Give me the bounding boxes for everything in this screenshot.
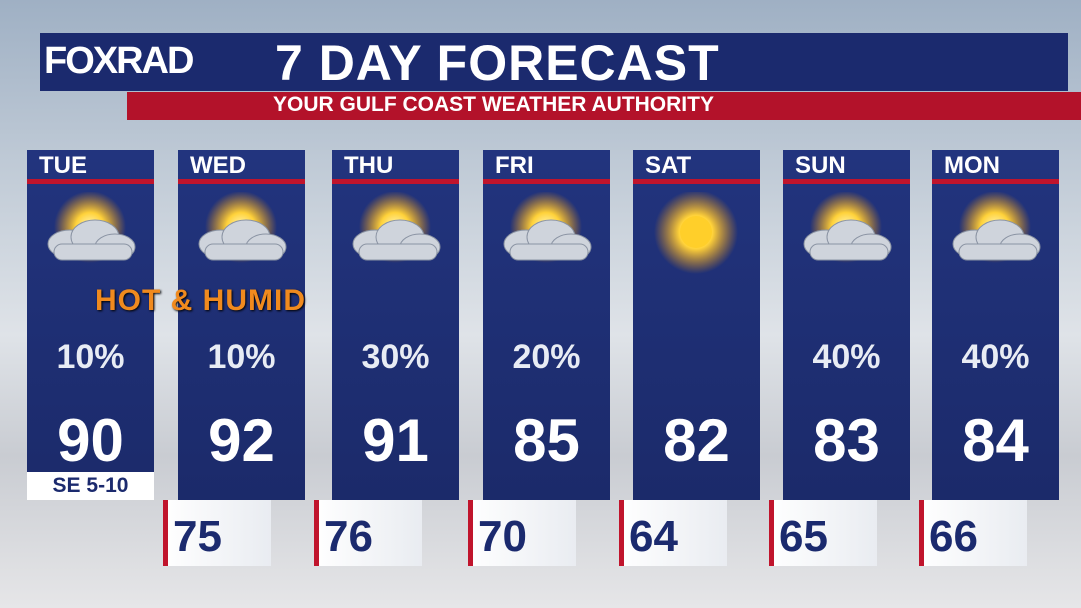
day-name: TUE	[39, 152, 87, 179]
precip-chance: 20%	[512, 338, 581, 376]
subtitle: YOUR GULF COAST WEATHER AUTHORITY	[273, 93, 714, 116]
low-temp: 70	[478, 512, 527, 561]
subtitle-bar	[127, 92, 1081, 120]
day-column: SAT 82	[633, 150, 760, 500]
weather-icon	[47, 192, 136, 263]
weather-icon	[198, 192, 287, 263]
high-temp: 82	[663, 407, 730, 474]
low-temp: 76	[324, 512, 373, 561]
low-box: 70	[468, 500, 576, 566]
high-temp: 92	[208, 407, 275, 474]
day-column: SUN 40% 83	[783, 150, 910, 500]
low-temp: 65	[779, 512, 828, 561]
annotation: HOT & HUMID	[95, 284, 306, 317]
low-bar	[769, 500, 774, 566]
low-box: 65	[769, 500, 877, 566]
low-box: 76	[314, 500, 422, 566]
low-temp: 64	[629, 512, 678, 561]
low-box: 66	[919, 500, 1027, 566]
low-temp: 66	[929, 512, 978, 561]
precip-chance: 40%	[812, 338, 881, 376]
day-stripe	[783, 179, 910, 184]
day-name: FRI	[495, 152, 534, 179]
precip-chance: 10%	[56, 338, 125, 376]
day-column: MON 40% 84	[932, 150, 1059, 500]
logo: FOXRAD	[44, 40, 194, 82]
day-name: MON	[944, 152, 1000, 179]
weather-icon	[352, 192, 441, 263]
high-temp: 90	[57, 407, 124, 474]
low-bar	[314, 500, 319, 566]
day-stripe	[483, 179, 610, 184]
day-name: SAT	[645, 152, 692, 179]
day-stripe	[178, 179, 305, 184]
day-stripe	[332, 179, 459, 184]
day-column: FRI 20% 85	[483, 150, 610, 500]
title: 7 DAY FORECAST	[275, 35, 720, 91]
day-stripe	[633, 179, 760, 184]
weather-icon	[803, 192, 892, 263]
day-name: THU	[344, 152, 394, 179]
day-name: SUN	[795, 152, 846, 179]
low-box: 75	[163, 500, 271, 566]
day-column: WED 10% 92	[178, 150, 305, 500]
day-column: THU 30% 91	[332, 150, 459, 500]
precip-chance: 30%	[361, 338, 430, 376]
wind: SE 5-10	[27, 472, 154, 500]
high-temp: 83	[813, 407, 880, 474]
weather-icon	[952, 192, 1041, 263]
low-box: 64	[619, 500, 727, 566]
precip-chance: 10%	[207, 338, 276, 376]
high-temp: 91	[362, 407, 429, 474]
day-column: TUE 10% 90 SE 5-10	[27, 150, 154, 500]
low-temp: 75	[173, 512, 222, 561]
day-stripe	[27, 179, 154, 184]
high-temp: 84	[962, 407, 1029, 474]
high-temp: 85	[513, 407, 580, 474]
low-bar	[163, 500, 168, 566]
precip-chance: 40%	[961, 338, 1030, 376]
low-bar	[619, 500, 624, 566]
header-bar	[40, 33, 1068, 91]
low-bar	[919, 500, 924, 566]
low-bar	[468, 500, 473, 566]
weather-icon	[503, 192, 592, 263]
weather-icon	[654, 192, 738, 274]
day-name: WED	[190, 152, 246, 179]
day-stripe	[932, 179, 1059, 184]
